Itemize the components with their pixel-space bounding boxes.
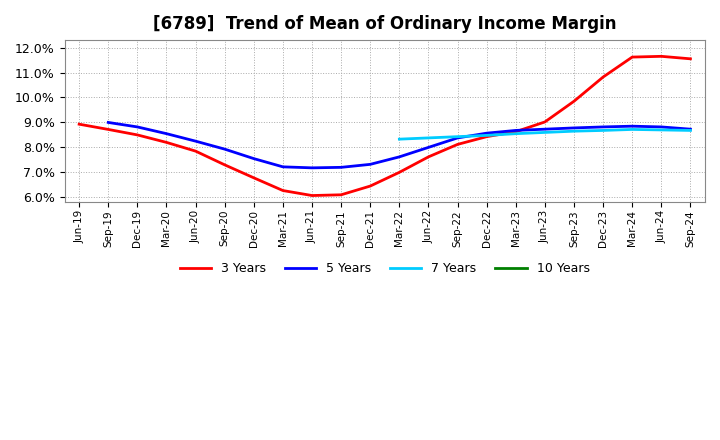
Legend: 3 Years, 5 Years, 7 Years, 10 Years: 3 Years, 5 Years, 7 Years, 10 Years <box>175 257 595 280</box>
Title: [6789]  Trend of Mean of Ordinary Income Margin: [6789] Trend of Mean of Ordinary Income … <box>153 15 616 33</box>
